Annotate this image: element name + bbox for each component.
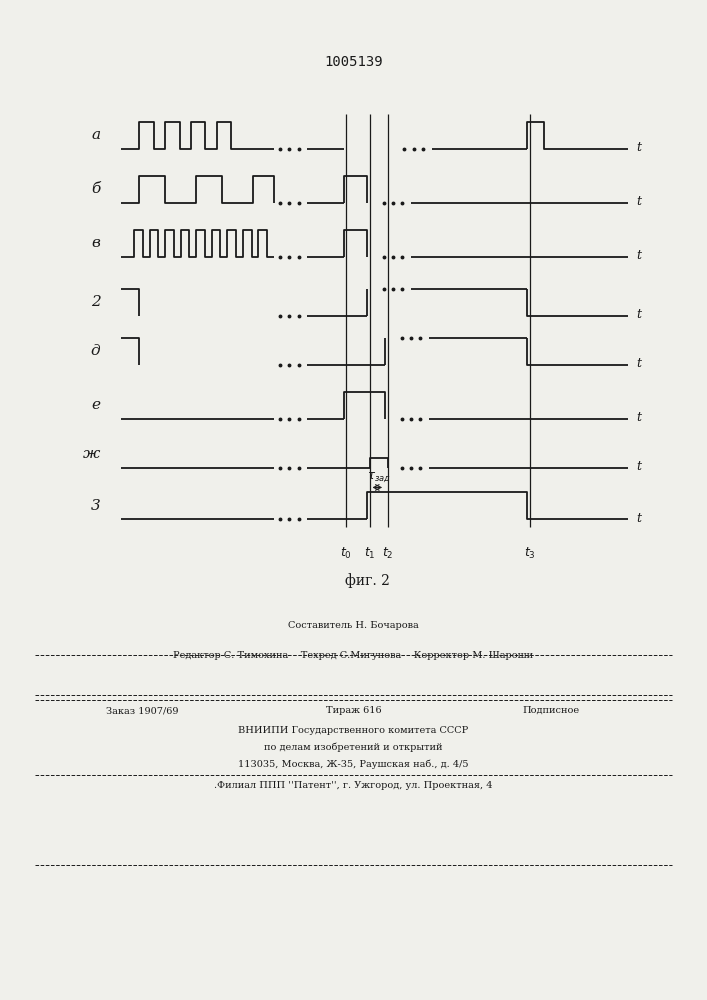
Text: ж: ж	[83, 447, 100, 461]
Text: Заказ 1907/69: Заказ 1907/69	[106, 706, 179, 715]
Text: t: t	[636, 141, 641, 154]
Text: t: t	[636, 308, 641, 321]
Text: .Филиал ППП ''Патент'', г. Ужгород, ул. Проектная, 4: .Филиал ППП ''Патент'', г. Ужгород, ул. …	[214, 781, 493, 790]
Text: в: в	[91, 236, 100, 250]
Text: $\tau_{зад}$: $\tau_{зад}$	[367, 470, 390, 484]
Text: е: е	[91, 398, 100, 412]
Text: 113035, Москва, Ж-35, Раушская наб., д. 4/5: 113035, Москва, Ж-35, Раушская наб., д. …	[238, 760, 469, 769]
Text: t: t	[636, 411, 641, 424]
Text: t: t	[636, 249, 641, 262]
Text: 2: 2	[90, 295, 100, 309]
Text: $t_1$: $t_1$	[363, 546, 375, 561]
Text: 1005139: 1005139	[325, 55, 382, 69]
Text: $t_3$: $t_3$	[524, 546, 536, 561]
Text: Тираж 616: Тираж 616	[326, 706, 381, 715]
Text: $t_0$: $t_0$	[340, 546, 352, 561]
Text: фиг. 2: фиг. 2	[344, 573, 390, 588]
Text: Подписное: Подписное	[522, 706, 580, 715]
Text: а: а	[91, 128, 100, 142]
Text: ВНИИПИ Государственного комитета СССР: ВНИИПИ Государственного комитета СССР	[238, 726, 469, 735]
Text: д: д	[90, 344, 100, 358]
Text: Составитель Н. Бочарова: Составитель Н. Бочарова	[288, 621, 419, 630]
Text: t: t	[636, 357, 641, 370]
Text: $t_2$: $t_2$	[382, 546, 393, 561]
Text: б: б	[91, 182, 100, 196]
Text: Редактор С. Тимохина    Техред С.Мигунова    Корректор М. Шароши: Редактор С. Тимохина Техред С.Мигунова К…	[173, 651, 534, 660]
Text: t: t	[636, 512, 641, 525]
Text: 3: 3	[90, 499, 100, 513]
Text: t: t	[636, 460, 641, 473]
Text: по делам изобретений и открытий: по делам изобретений и открытий	[264, 742, 443, 752]
Text: t: t	[636, 195, 641, 208]
